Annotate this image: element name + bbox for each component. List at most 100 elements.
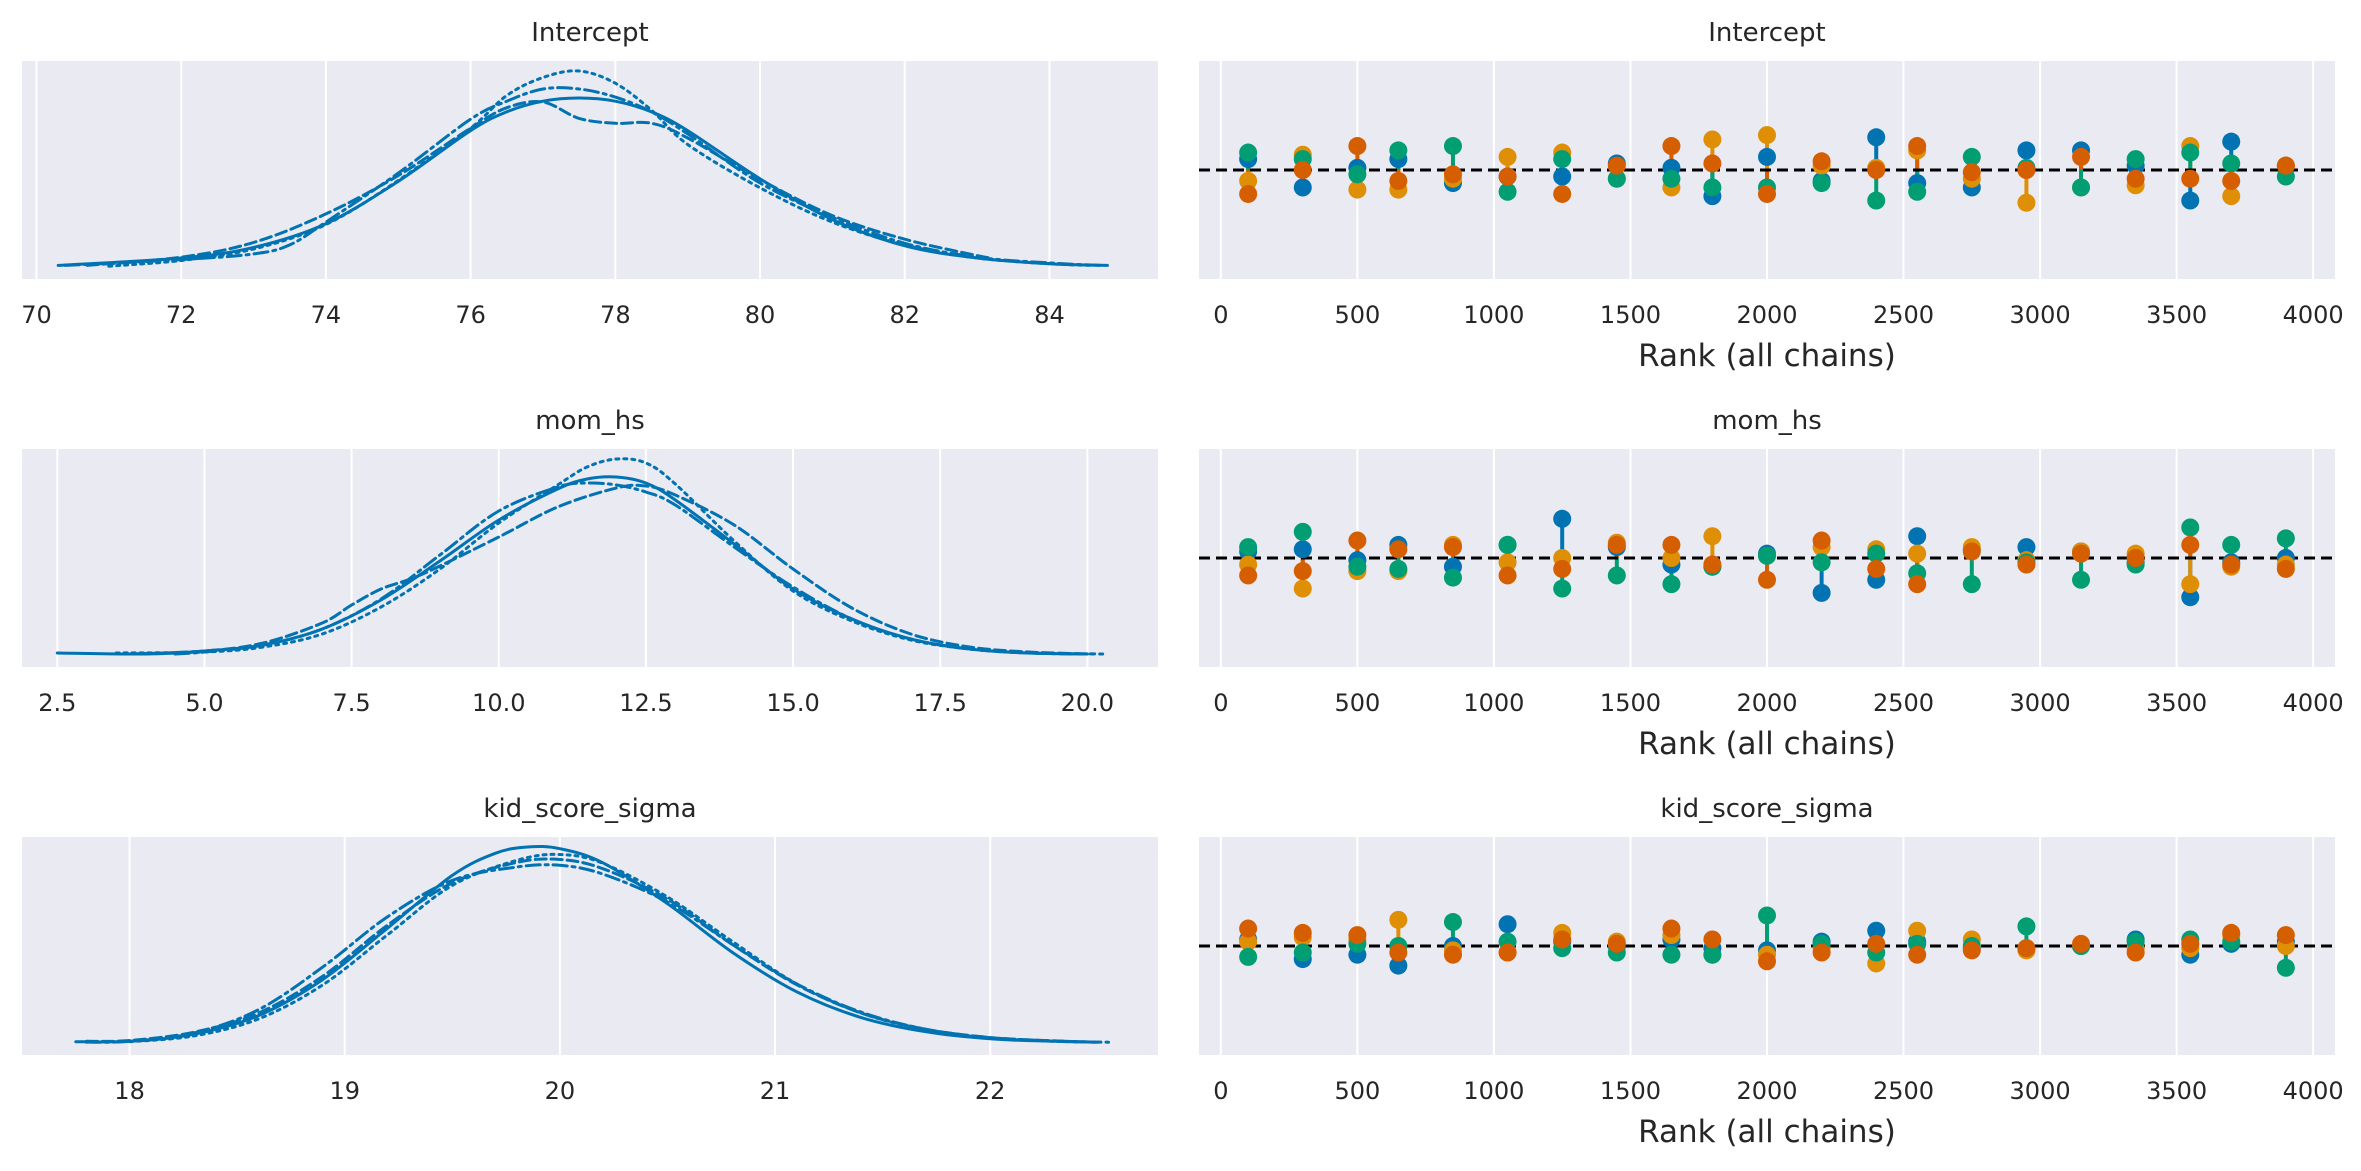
chart-6-chain-2-point: [1293, 943, 1312, 962]
chart-4-xtick-label: 3000: [2010, 689, 2071, 717]
chart-6-chain-3-point: [1703, 930, 1722, 949]
chart-6-xtick-label: 3000: [2010, 1077, 2071, 1105]
chart-4-chain-3-point: [1758, 570, 1776, 589]
chart-6-chain-2-point: [1758, 906, 1776, 925]
chart-6-xtick-label: 3500: [2146, 1077, 2207, 1105]
chart-3-xtick-label: 7.5: [333, 689, 371, 717]
chart-5-title: kid_score_sigma: [483, 794, 696, 824]
chart-2-xlabel: Rank (all chains): [1638, 338, 1896, 374]
chart-2-chain-2-point: [2222, 154, 2241, 173]
chart-6-xtick-label: 0: [1213, 1077, 1228, 1105]
chart-4-chain-2-point: [1498, 535, 1517, 554]
chart-2-chain-3-point: [1293, 161, 1312, 179]
chart-5-panel: kid_score_sigma 18 19 20 21 22: [22, 794, 1158, 1105]
chart-6-chain-2-point: [1703, 945, 1722, 964]
chart-5-xtick-label: 20: [545, 1077, 576, 1105]
chart-2-chain-3-point: [1553, 184, 1572, 203]
chart-4-chain-2-point: [1607, 566, 1626, 585]
chart-2-xtick-label: 2500: [1873, 301, 1934, 329]
chart-4-panel: mom_hs 0 500 1000 1500 2000 2500 3000 3500 4000 Ra…: [1199, 406, 2344, 762]
chart-1-panel: Intercept 70 72 74 76 78 80 82 84: [21, 18, 1158, 329]
chart-6-chain-3-point: [1962, 941, 1981, 960]
chart-6-chain-3-point: [2181, 934, 2200, 953]
chart-2-chain-0-point: [1293, 178, 1312, 197]
chart-2-chain-1-point: [1758, 126, 1776, 145]
chart-1-xtick-label: 72: [166, 301, 197, 329]
chart-2-chain-2-point: [1812, 174, 1831, 193]
chart-2-chain-2-point: [2181, 143, 2200, 162]
chart-2-chain-2-point: [1389, 141, 1408, 160]
chart-4-chain-3-point: [1293, 562, 1312, 581]
chart-2-chain-2-point: [1867, 191, 1886, 210]
chart-2-chain-0-point: [2181, 191, 2200, 210]
chart-6-chain-0-point: [1867, 921, 1886, 940]
chart-6-chain-3-point: [1293, 923, 1312, 942]
chart-2-chain-3-point: [1758, 184, 1776, 203]
chart-6-chain-3-point: [1758, 952, 1776, 971]
chart-2-chain-3-point: [2126, 169, 2145, 188]
chart-6-chain-3-point: [2126, 943, 2145, 962]
chart-6-chain-1-point: [1389, 910, 1408, 929]
chart-3-xtick-label: 12.5: [619, 689, 672, 717]
chart-2-chain-3-point: [1908, 137, 1927, 156]
chart-4-chain-3-point: [2126, 549, 2145, 567]
chart-4-chain-2-point: [2072, 570, 2091, 589]
chart-6-chain-3-point: [2072, 934, 2091, 953]
chart-3-density-dashed: [126, 483, 1095, 656]
chart-4-chain-0-point: [1293, 540, 1312, 559]
chart-6-chain-2-point: [1443, 913, 1462, 932]
chart-4-chain-3-point: [2181, 535, 2200, 554]
chart-4-chain-3-point: [1389, 540, 1408, 559]
chart-2-xtick-label: 3000: [2010, 301, 2071, 329]
chart-2-chain-2-point: [1348, 165, 1367, 184]
chart-2-chain-0-point: [1867, 128, 1886, 147]
chart-6-chain-3-point: [1498, 943, 1517, 962]
chart-3-density-dashdot: [173, 481, 1089, 656]
chart-2-xtick-label: 4000: [2283, 301, 2344, 329]
chart-4-chain-2-point: [1389, 559, 1408, 578]
chart-6-chain-3-point: [1812, 943, 1831, 962]
chart-4-chain-2-point: [1293, 522, 1312, 541]
chart-2-chain-2-point: [1962, 147, 1981, 166]
chart-3-xtick-label: 2.5: [38, 689, 76, 717]
chart-2-chain-3-point: [2181, 169, 2200, 188]
chart-2-chain-3-point: [2072, 147, 2091, 166]
chart-3-xtick-label: 20.0: [1061, 689, 1114, 717]
chart-4-xtick-label: 1500: [1600, 689, 1661, 717]
chart-4-chain-2-point: [1812, 553, 1831, 572]
chart-2-title: Intercept: [1708, 18, 1825, 48]
chart-2-xtick-label: 2000: [1736, 301, 1797, 329]
chart-4-xtick-label: 3500: [2146, 689, 2207, 717]
chart-5-axes-background: [22, 837, 1158, 1055]
chart-4-chain-0-point: [1908, 527, 1927, 546]
chart-4-chain-0-point: [1812, 583, 1831, 602]
chart-2-chain-2-point: [1443, 137, 1462, 156]
chart-4-chain-1-point: [1908, 544, 1927, 563]
chart-4-chain-1-point: [1703, 527, 1722, 546]
chart-4-chain-0-point: [2017, 538, 2036, 557]
chart-1-density-dashed: [85, 100, 994, 267]
chart-2-chain-2-point: [2072, 178, 2091, 197]
chart-1-xtick-label: 74: [311, 301, 342, 329]
chart-2-chain-0-point: [2017, 141, 2036, 160]
chart-2-chain-0-point: [1758, 147, 1776, 166]
chart-6-xtick-label: 4000: [2283, 1077, 2344, 1105]
chart-4-chain-1-point: [1293, 579, 1312, 598]
chart-4-chain-3-point: [1962, 542, 1981, 561]
chart-6-chain-3-point: [1239, 919, 1258, 938]
chart-4-chain-2-point: [1962, 575, 1981, 594]
chart-2-chain-2-point: [1239, 143, 1258, 162]
chart-4-chain-0-point: [2181, 588, 2200, 607]
chart-1-xtick-label: 82: [889, 301, 920, 329]
chart-2-chain-2-point: [2126, 150, 2145, 169]
chart-2-chain-0-point: [1553, 167, 1572, 186]
chart-4-chain-2-point: [2222, 535, 2241, 554]
chart-4-chain-2-point: [1348, 557, 1367, 576]
chart-4-chain-3-point: [1348, 531, 1367, 550]
chart-2-chain-3-point: [1662, 137, 1681, 156]
chart-2-chain-1-point: [1348, 180, 1367, 199]
chart-2-panel: Intercept 0 500 1000 1500 2000 2500 3000 3500 400…: [1199, 18, 2344, 374]
chart-4-xlabel: Rank (all chains): [1638, 726, 1896, 762]
chart-1-xtick-label: 70: [21, 301, 52, 329]
